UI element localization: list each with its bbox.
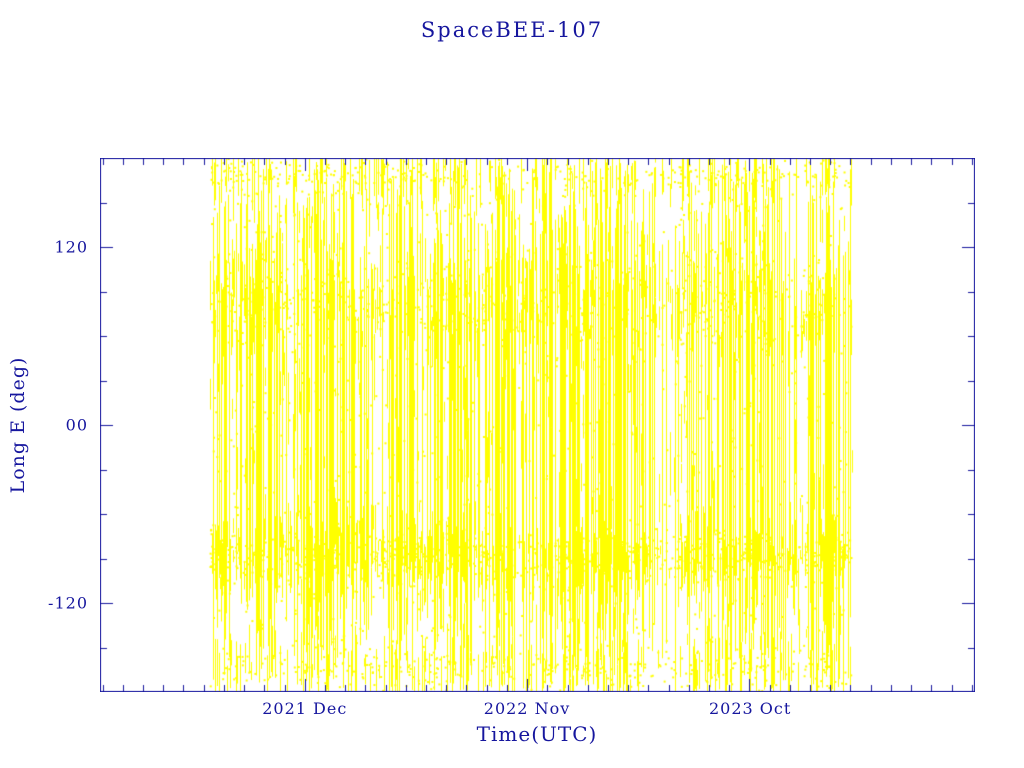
x-axis-label: Time(UTC) (476, 722, 598, 746)
plot-area (100, 158, 975, 692)
y-tick-label-neg120: -120 (48, 593, 88, 613)
y-tick-label-120: 120 (54, 237, 88, 257)
x-tick-label-2022-nov: 2022 Nov (483, 699, 571, 718)
plot-canvas (100, 158, 975, 692)
x-tick-label-2023-oct: 2023 Oct (708, 699, 792, 718)
chart-title: SpaceBEE-107 (420, 18, 604, 42)
x-tick-label-2021-dec: 2021 Dec (262, 699, 348, 718)
y-tick-label-00: 00 (65, 415, 88, 435)
